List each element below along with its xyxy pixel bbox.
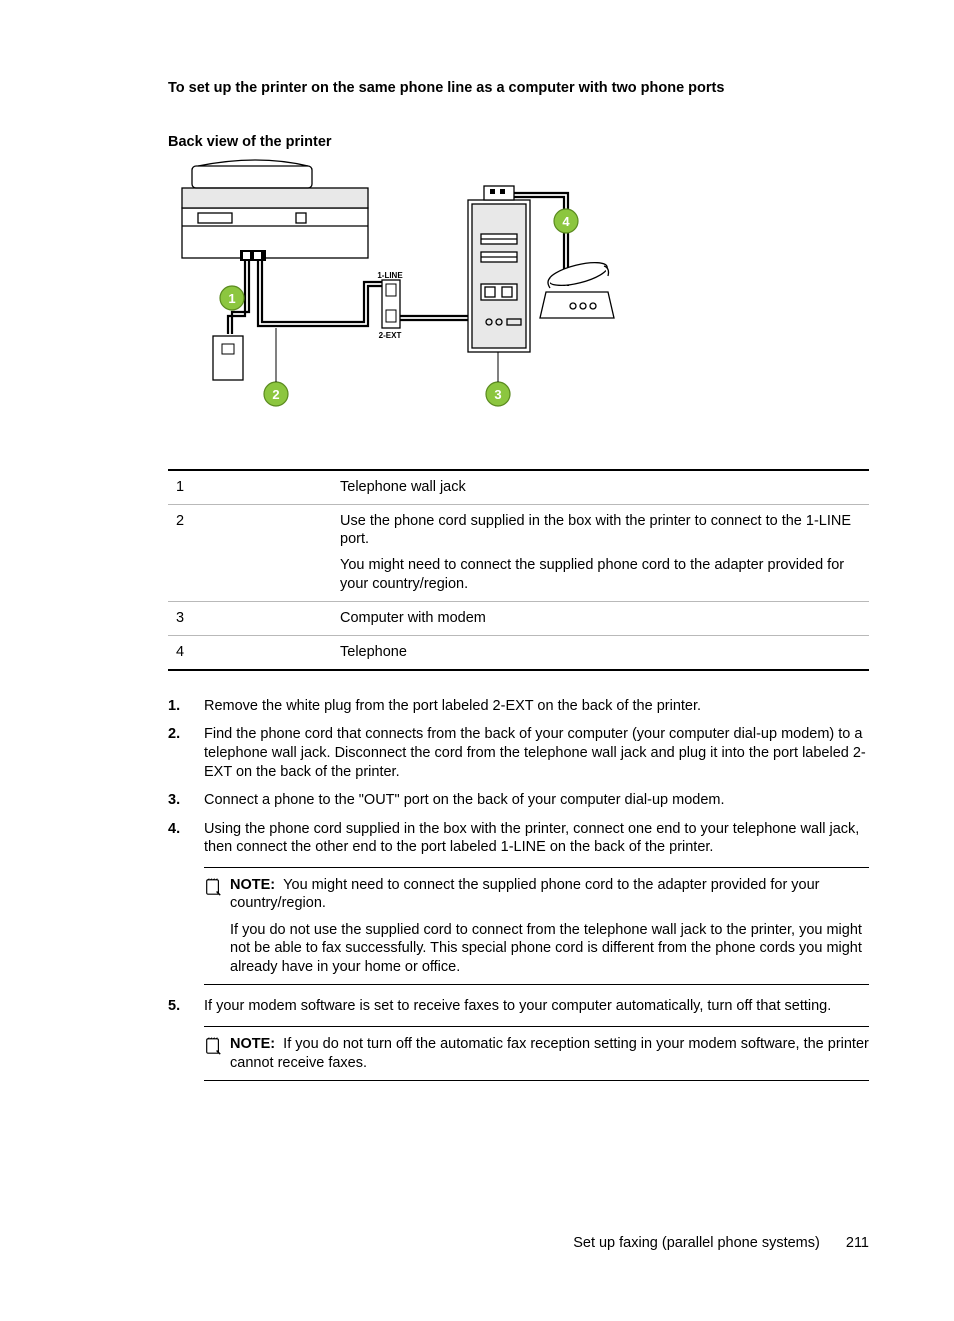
callout-3: 3 — [494, 387, 501, 402]
table-row: 3 Computer with modem — [168, 601, 869, 635]
diagram-caption: Back view of the printer — [168, 134, 869, 150]
setup-steps: Remove the white plug from the port labe… — [168, 697, 869, 857]
diagram-back-view: 1-LINE 2-EXT — [168, 156, 869, 421]
note-icon — [204, 878, 222, 896]
ref-num: 4 — [168, 635, 332, 670]
step-5: If your modem software is set to receive… — [168, 997, 869, 1016]
ref-desc: Telephone — [332, 635, 869, 670]
note-label: NOTE: — [230, 1036, 275, 1052]
callout-reference-table: 1 Telephone wall jack 2 Use the phone co… — [168, 469, 869, 671]
printer-connection-diagram: 1-LINE 2-EXT — [168, 156, 638, 416]
note-block: NOTE: You might need to connect the supp… — [204, 867, 869, 986]
table-row: 1 Telephone wall jack — [168, 470, 869, 505]
note-text: If you do not use the supplied cord to c… — [230, 921, 869, 977]
callout-1: 1 — [228, 291, 235, 306]
note-block: NOTE: If you do not turn off the automat… — [204, 1026, 869, 1081]
note-label: NOTE: — [230, 877, 275, 893]
footer-section: Set up faxing (parallel phone systems) — [573, 1235, 820, 1251]
ref-num: 3 — [168, 601, 332, 635]
step-2: Find the phone cord that connects from t… — [168, 725, 869, 781]
section-title: To set up the printer on the same phone … — [168, 80, 869, 96]
setup-steps-cont: If your modem software is set to receive… — [168, 997, 869, 1016]
table-row: 2 Use the phone cord supplied in the box… — [168, 505, 869, 602]
ref-num: 1 — [168, 470, 332, 505]
step-4: Using the phone cord supplied in the box… — [168, 820, 869, 857]
page-number: 211 — [846, 1235, 869, 1251]
note-icon — [204, 1037, 222, 1055]
ref-desc: Telephone wall jack — [332, 470, 869, 505]
port-label-2ext: 2-EXT — [379, 331, 402, 340]
page-content: To set up the printer on the same phone … — [0, 0, 954, 1081]
callout-2: 2 — [272, 387, 279, 402]
step-1: Remove the white plug from the port labe… — [168, 697, 869, 716]
callout-4: 4 — [562, 214, 570, 229]
port-label-1line: 1-LINE — [377, 271, 403, 280]
ref-desc: Computer with modem — [332, 601, 869, 635]
note-text: You might need to connect the supplied p… — [230, 877, 820, 912]
note-text: If you do not turn off the automatic fax… — [230, 1036, 869, 1071]
step-3: Connect a phone to the "OUT" port on the… — [168, 791, 869, 810]
ref-desc: Use the phone cord supplied in the box w… — [332, 505, 869, 602]
ref-num: 2 — [168, 505, 332, 602]
table-row: 4 Telephone — [168, 635, 869, 670]
page-footer: Set up faxing (parallel phone systems) 2… — [573, 1235, 869, 1251]
